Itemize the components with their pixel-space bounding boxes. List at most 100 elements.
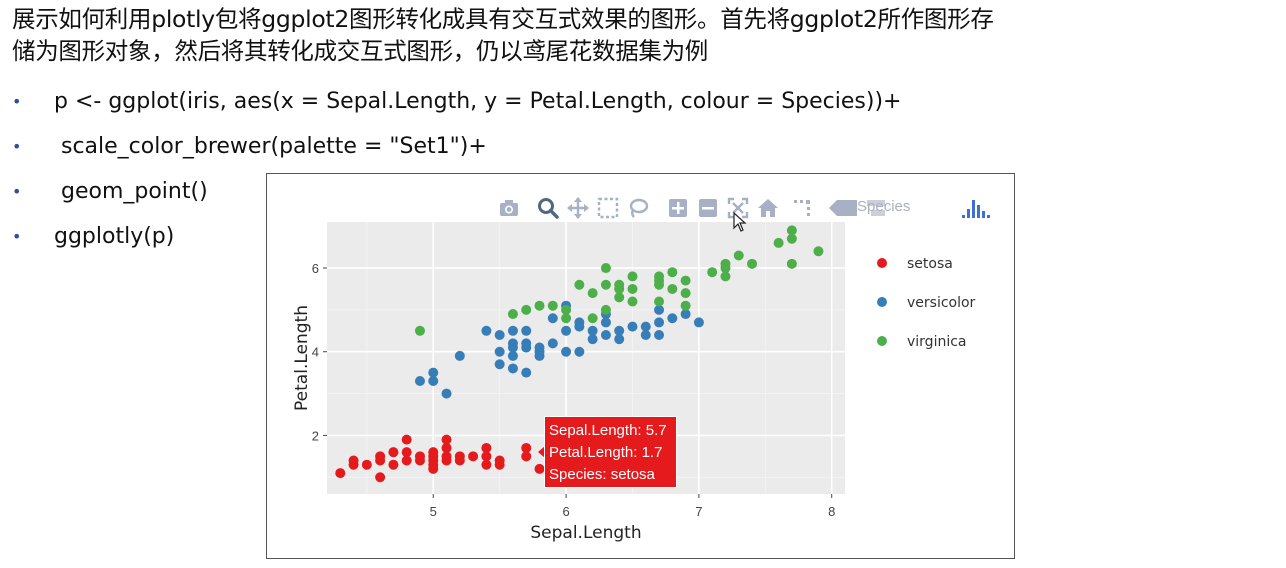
legend-marker-setosa — [877, 258, 887, 268]
data-point-setosa — [481, 442, 492, 453]
zoom-in-icon[interactable] — [666, 196, 690, 220]
bullet-dot-icon: • — [12, 92, 22, 111]
bullet-dot-icon: • — [12, 182, 22, 201]
axes: 5 6 7 8 2 4 6 Sepal.Length Petal.Length — [292, 261, 835, 543]
zoom-icon[interactable] — [536, 196, 560, 220]
tooltip-line-species: Species: setosa — [549, 466, 655, 483]
modebar — [497, 196, 997, 220]
x-axis-label: Sepal.Length — [530, 523, 641, 543]
data-point-virginica — [627, 296, 638, 307]
data-point-versicolor — [454, 350, 465, 361]
slide-title-line-1: 展示如何利用plotly包将ggplot2图形转化成具有交互式效果的图形。首先将… — [12, 5, 994, 33]
data-point-virginica — [561, 313, 572, 324]
data-point-versicolor — [614, 325, 625, 336]
data-point-virginica — [600, 304, 611, 315]
data-point-versicolor — [521, 367, 532, 378]
plotly-figure[interactable]: 5 6 7 8 2 4 6 Sepal.Length Petal.Length setosa ve… — [266, 173, 1015, 559]
data-point-versicolor — [587, 325, 598, 336]
hover-compare-icon[interactable] — [864, 196, 888, 220]
data-point-virginica — [786, 225, 797, 236]
tooltip-line-x: Sepal.Length: 5.7 — [549, 422, 667, 439]
data-point-versicolor — [441, 388, 452, 399]
data-point-versicolor — [414, 376, 425, 387]
reset-axes-icon[interactable] — [756, 196, 780, 220]
data-points — [335, 225, 824, 483]
hover-closest-icon[interactable] — [827, 196, 859, 220]
data-point-virginica — [733, 250, 744, 261]
bullet-code-text: geom_point() — [54, 179, 208, 204]
data-point-setosa — [454, 451, 465, 462]
lasso-icon[interactable] — [626, 196, 650, 220]
box-select-icon[interactable] — [596, 196, 620, 220]
data-point-virginica — [600, 263, 611, 274]
bullet-dot-icon: • — [12, 137, 22, 156]
data-point-versicolor — [574, 346, 585, 357]
legend: setosa versicolor virginica — [877, 256, 976, 350]
pan-icon[interactable] — [566, 196, 590, 220]
data-point-virginica — [720, 271, 731, 282]
data-point-versicolor — [654, 329, 665, 340]
data-point-virginica — [547, 300, 558, 311]
data-point-virginica — [680, 288, 691, 299]
data-point-versicolor — [428, 367, 439, 378]
tooltip-line-y: Petal.Length: 1.7 — [549, 444, 663, 461]
camera-icon[interactable] — [497, 196, 521, 220]
y-tick-label: 6 — [312, 261, 319, 276]
data-point-virginica — [813, 246, 824, 257]
data-point-virginica — [561, 304, 572, 315]
scatter-plot[interactable]: 5 6 7 8 2 4 6 Sepal.Length Petal.Length setosa ve… — [267, 174, 1016, 560]
data-point-virginica — [654, 296, 665, 307]
data-point-versicolor — [600, 317, 611, 328]
data-point-virginica — [414, 325, 425, 336]
data-point-setosa — [401, 447, 412, 458]
data-point-versicolor — [627, 321, 638, 332]
data-point-versicolor — [547, 313, 558, 324]
data-point-setosa — [441, 442, 452, 453]
legend-title-ghost-text: Species — [857, 198, 911, 215]
tooltip-pointer — [538, 446, 545, 458]
data-point-virginica — [507, 309, 518, 320]
data-point-versicolor — [574, 317, 585, 328]
data-point-virginica — [614, 279, 625, 290]
data-point-virginica — [627, 283, 638, 294]
bullet-code-text: p <- ggplot(iris, aes(x = Sepal.Length, … — [54, 89, 902, 114]
bullet-dot-icon: • — [12, 227, 22, 246]
data-point-setosa — [534, 463, 545, 474]
legend-marker-virginica — [877, 336, 887, 346]
data-point-virginica — [786, 258, 797, 269]
data-point-virginica — [680, 300, 691, 311]
data-point-versicolor — [494, 329, 505, 340]
bullet-code-text: ggplotly(p) — [54, 224, 175, 249]
data-point-versicolor — [561, 346, 572, 357]
zoom-out-icon[interactable] — [696, 196, 720, 220]
x-tick-label: 8 — [828, 504, 835, 519]
legend-label-virginica: virginica — [907, 334, 967, 350]
data-point-setosa — [388, 459, 399, 470]
data-point-setosa — [375, 451, 386, 462]
data-point-virginica — [773, 237, 784, 248]
autoscale-icon[interactable] — [726, 196, 750, 220]
slide-title: 展示如何利用plotly包将ggplot2图形转化成具有交互式效果的图形。首先将… — [12, 3, 1252, 67]
data-point-setosa — [348, 455, 359, 466]
data-point-virginica — [680, 275, 691, 286]
data-point-setosa — [521, 451, 532, 462]
data-point-versicolor — [561, 325, 572, 336]
y-tick-label: 2 — [312, 428, 319, 443]
x-tick-label: 5 — [430, 504, 437, 519]
data-point-versicolor — [507, 338, 518, 349]
data-point-versicolor — [534, 342, 545, 353]
data-point-virginica — [521, 304, 532, 315]
y-axis-label: Petal.Length — [292, 305, 312, 411]
data-point-versicolor — [680, 309, 691, 320]
legend-marker-versicolor — [877, 297, 887, 307]
data-point-virginica — [614, 292, 625, 303]
data-point-versicolor — [587, 334, 598, 345]
data-point-setosa — [481, 459, 492, 470]
plotly-logo-icon[interactable] — [960, 196, 994, 220]
data-point-setosa — [521, 442, 532, 453]
data-point-setosa — [335, 468, 346, 479]
data-point-versicolor — [547, 338, 558, 349]
spike-lines-icon[interactable] — [792, 196, 816, 220]
data-point-setosa — [468, 451, 479, 462]
data-point-setosa — [494, 455, 505, 466]
